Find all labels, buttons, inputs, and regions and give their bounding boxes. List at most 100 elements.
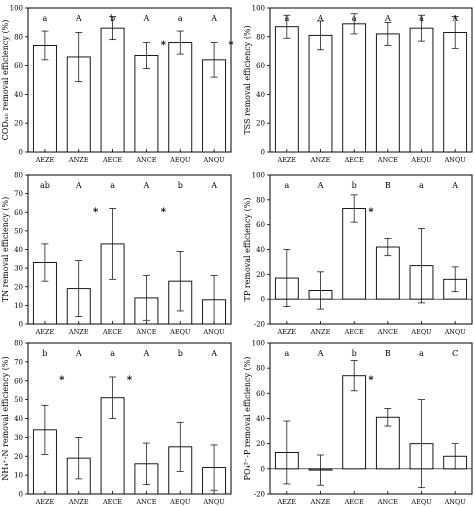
significance-letter: ab [40, 181, 50, 190]
significance-letter: b [42, 349, 47, 358]
significance-star: * [368, 375, 374, 386]
y-axis-label: TSS removal efficiency (%) [243, 25, 252, 134]
y-tick-label: 100 [252, 5, 265, 13]
significance-star: * [368, 207, 374, 218]
chart-panel-2: 0 20 40 60 80 100 TSS removal efficiency (%) AE… [243, 5, 473, 164]
significance-letter: A [384, 14, 391, 23]
category-label: ANZE [68, 498, 89, 506]
significance-letter: a [419, 14, 424, 23]
bar [409, 27, 434, 153]
y-tick-label: 60 [14, 209, 23, 217]
y-tick-label: 40 [14, 91, 23, 99]
y-tick-label: 20 [14, 120, 23, 128]
significance-letter: A [143, 14, 150, 23]
y-tick-label: 10 [14, 472, 23, 480]
chart-panel-4: -20 0 20 40 60 80 100 TP removal efficiency (%)… [243, 172, 473, 336]
category-label: ANCE [135, 328, 156, 336]
significance-letter: A [317, 181, 324, 190]
y-tick-label: 10 [14, 302, 23, 310]
significance-letter: b [352, 181, 357, 190]
significance-letter: a [284, 181, 289, 190]
y-tick-label: 100 [10, 5, 23, 13]
category-label: AEZE [276, 498, 296, 506]
significance-letter: A [451, 181, 458, 190]
significance-star: * [161, 40, 167, 51]
bar [274, 26, 299, 153]
category-label: AEZE [276, 156, 296, 164]
bar [443, 32, 468, 153]
y-tick-label: 50 [14, 396, 23, 404]
category-label: ANCE [377, 328, 398, 336]
significance-letter: b [110, 14, 115, 23]
category-label: AECE [102, 156, 122, 164]
category-label: ANQU [444, 328, 467, 336]
bar [100, 27, 125, 153]
y-tick-label: 70 [14, 358, 23, 366]
significance-letter: B [385, 349, 391, 358]
y-axis-label: TP removal efficiency (%) [243, 198, 252, 302]
y-tick-label: 0 [261, 296, 265, 304]
significance-letter: A [75, 14, 82, 23]
category-label: AEQU [169, 498, 191, 506]
significance-letter: A [143, 181, 150, 190]
category-label: ANQU [444, 498, 467, 506]
significance-letter: A [210, 349, 217, 358]
significance-letter: A [210, 181, 217, 190]
significance-letter: a [419, 181, 424, 190]
category-label: ANZE [310, 328, 331, 336]
y-tick-label: 40 [256, 415, 265, 423]
y-axis-label: PO₄³⁻-P removal efficiency (%) [243, 357, 252, 481]
y-tick-label: 20 [14, 453, 23, 461]
y-axis-label: NH₄⁺-N removal efficiency (%) [1, 356, 10, 480]
y-tick-label: 20 [256, 120, 265, 128]
y-tick-label: 20 [14, 283, 23, 291]
significance-letter: b [352, 349, 357, 358]
y-tick-label: 30 [14, 434, 23, 442]
significance-letter: a [43, 14, 48, 23]
y-tick-label: 40 [256, 246, 265, 254]
y-axis-label: TN removal efficiency (%) [1, 197, 10, 303]
category-label: ANCE [135, 498, 156, 506]
plot-frame [27, 7, 232, 153]
significance-letter: a [178, 14, 183, 23]
y-tick-label: 0 [261, 149, 265, 157]
category-label: AECE [344, 156, 364, 164]
category-label: AEQU [169, 156, 191, 164]
significance-letter: A [75, 349, 82, 358]
significance-letter: a [110, 181, 115, 190]
y-tick-label: 80 [14, 33, 23, 41]
y-tick-label: 0 [19, 149, 23, 157]
bar [308, 34, 333, 153]
plot-frame [27, 342, 232, 495]
y-tick-label: 70 [14, 190, 23, 198]
category-label: AEQU [410, 156, 432, 164]
category-label: AEQU [410, 328, 432, 336]
plot-frame [269, 7, 473, 153]
category-label: ANQU [202, 156, 225, 164]
plot-frame [269, 342, 473, 495]
y-tick-label: 80 [256, 365, 265, 373]
category-label: AEQU [169, 328, 191, 336]
category-label: AECE [102, 328, 122, 336]
y-tick-label: 40 [14, 415, 23, 423]
significance-letter: C [452, 349, 458, 358]
significance-star: * [59, 375, 65, 386]
significance-letter: a [284, 14, 289, 23]
chart-panel-5: 0 10 20 30 40 50 60 70 80 NH₄⁺-N removal efficien… [1, 340, 232, 506]
significance-star: * [127, 375, 133, 386]
significance-star: * [228, 40, 234, 51]
y-tick-label: -20 [254, 321, 265, 329]
category-label: AEZE [35, 156, 55, 164]
y-tick-label: 60 [256, 390, 265, 398]
y-tick-label: 50 [14, 227, 23, 235]
y-tick-label: 60 [14, 62, 23, 70]
category-label: ANCE [377, 498, 398, 506]
category-label: ANCE [377, 156, 398, 164]
significance-letter: A [75, 181, 82, 190]
category-label: ANZE [68, 156, 89, 164]
significance-letter: A [210, 14, 217, 23]
y-tick-label: 80 [14, 340, 23, 348]
bar [342, 23, 367, 153]
y-tick-label: 60 [256, 62, 265, 70]
